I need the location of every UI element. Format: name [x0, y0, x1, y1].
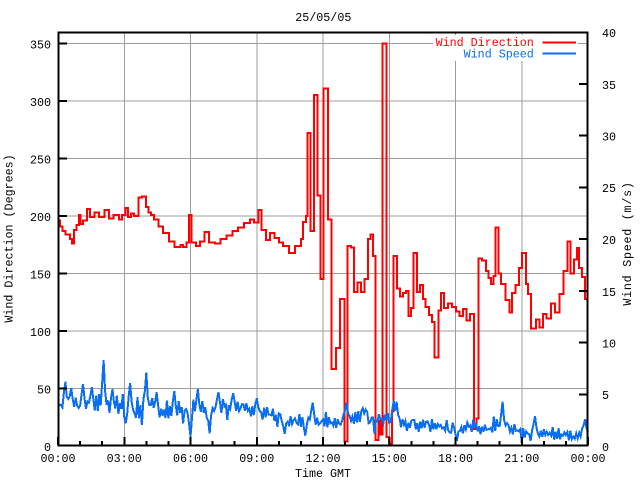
svg-text:25/05/05: 25/05/05: [295, 11, 351, 25]
svg-text:20: 20: [602, 234, 616, 248]
svg-text:15:00: 15:00: [372, 452, 407, 466]
svg-text:200: 200: [30, 211, 51, 225]
svg-text:40: 40: [602, 27, 616, 41]
svg-text:03:00: 03:00: [107, 452, 142, 466]
svg-text:18:00: 18:00: [438, 452, 473, 466]
svg-text:Wind Speed: Wind Speed: [464, 47, 534, 61]
svg-text:30: 30: [602, 131, 616, 145]
svg-text:0: 0: [44, 441, 51, 455]
svg-text:100: 100: [30, 326, 51, 340]
svg-text:10: 10: [602, 338, 616, 352]
svg-text:06:00: 06:00: [173, 452, 208, 466]
svg-text:12:00: 12:00: [305, 452, 340, 466]
svg-text:Wind Direction: Wind Direction: [436, 36, 534, 50]
svg-text:50: 50: [37, 384, 51, 398]
svg-text:21:00: 21:00: [504, 452, 539, 466]
svg-text:09:00: 09:00: [239, 452, 274, 466]
svg-text:350: 350: [30, 39, 51, 53]
svg-text:35: 35: [602, 79, 616, 93]
svg-text:15: 15: [602, 286, 616, 300]
svg-text:0: 0: [602, 441, 609, 455]
svg-text:Time GMT: Time GMT: [295, 467, 351, 480]
svg-text:250: 250: [30, 154, 51, 168]
svg-text:25: 25: [602, 182, 616, 196]
svg-text:00:00: 00:00: [40, 452, 75, 466]
svg-text:00:00: 00:00: [570, 452, 605, 466]
svg-text:5: 5: [602, 389, 609, 403]
svg-text:150: 150: [30, 269, 51, 283]
svg-text:Wind Direction (Degrees): Wind Direction (Degrees): [3, 154, 17, 322]
svg-text:Wind Speed (m/s): Wind Speed (m/s): [621, 181, 635, 305]
svg-text:300: 300: [30, 96, 51, 110]
